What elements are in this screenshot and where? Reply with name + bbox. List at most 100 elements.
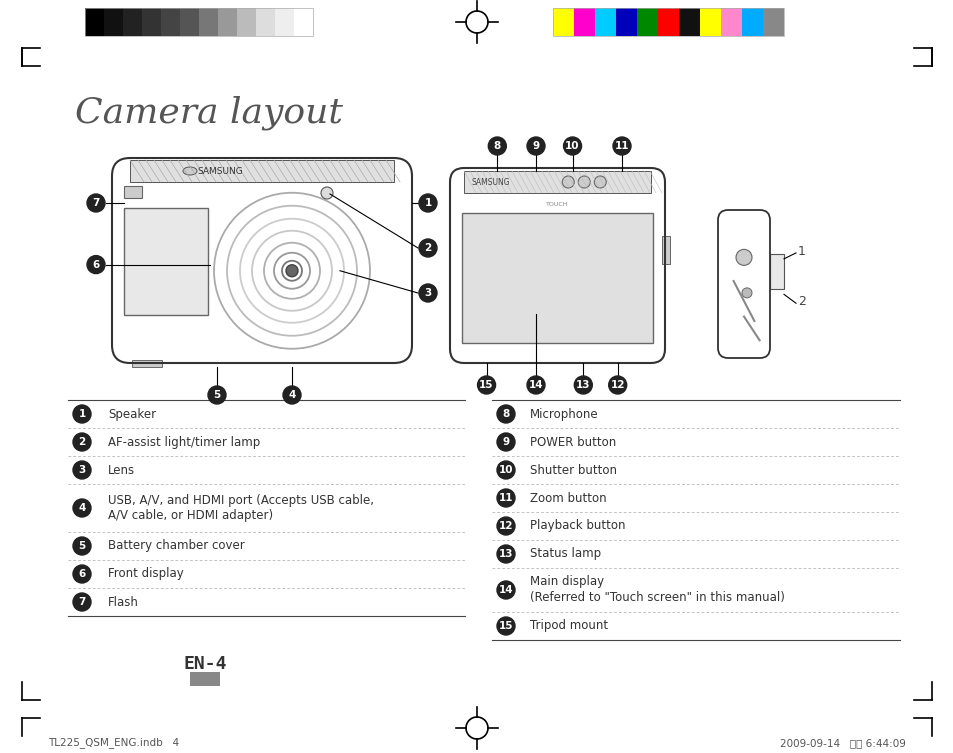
Bar (616, 8, 637, 36)
Text: 7: 7 (78, 597, 86, 607)
Text: SAMSUNG: SAMSUNG (196, 166, 242, 175)
Text: 8: 8 (493, 141, 500, 151)
Text: 6: 6 (92, 260, 99, 270)
Text: 3: 3 (424, 288, 431, 298)
Text: 8: 8 (502, 409, 509, 419)
Circle shape (497, 405, 515, 423)
Circle shape (488, 137, 506, 155)
Text: 1: 1 (424, 198, 431, 208)
Text: 12: 12 (610, 380, 624, 390)
Circle shape (73, 433, 91, 451)
Circle shape (526, 376, 544, 394)
Circle shape (526, 137, 544, 155)
Circle shape (608, 376, 626, 394)
Text: 13: 13 (576, 380, 590, 390)
Bar (553, 8, 783, 36)
Circle shape (418, 239, 436, 257)
Bar (104, 8, 123, 36)
Text: 11: 11 (498, 493, 513, 503)
Bar (720, 8, 741, 36)
Text: USB, A/V, and HDMI port (Accepts USB cable,
A/V cable, or HDMI adapter): USB, A/V, and HDMI port (Accepts USB cab… (108, 493, 374, 523)
Text: 6: 6 (78, 569, 86, 579)
Circle shape (497, 545, 515, 563)
Bar (123, 8, 142, 36)
Text: 9: 9 (532, 141, 539, 151)
Circle shape (735, 249, 751, 265)
Bar (130, 160, 394, 182)
Circle shape (563, 137, 581, 155)
Text: 15: 15 (478, 380, 494, 390)
Bar (236, 8, 255, 36)
Circle shape (497, 489, 515, 507)
Circle shape (208, 386, 226, 404)
Bar (218, 8, 236, 36)
Bar (769, 255, 783, 289)
Circle shape (477, 376, 495, 394)
Bar (85, 8, 104, 36)
Text: Shutter button: Shutter button (530, 464, 617, 477)
Text: Front display: Front display (108, 568, 184, 581)
Bar (161, 8, 180, 36)
Bar (274, 8, 294, 36)
Circle shape (418, 194, 436, 212)
Text: Playback button: Playback button (530, 520, 625, 532)
Text: Zoom button: Zoom button (530, 492, 606, 505)
Text: 7: 7 (92, 198, 99, 208)
Circle shape (497, 433, 515, 451)
Text: Main display
(Referred to "Touch screen" in this manual): Main display (Referred to "Touch screen"… (530, 575, 784, 605)
Bar (762, 8, 783, 36)
Circle shape (87, 255, 105, 273)
Text: POWER button: POWER button (530, 435, 616, 449)
Circle shape (73, 537, 91, 555)
Text: 9: 9 (502, 437, 509, 447)
Text: 15: 15 (498, 621, 513, 631)
Text: 5: 5 (78, 541, 86, 551)
Text: Tripod mount: Tripod mount (530, 620, 607, 633)
Circle shape (283, 386, 301, 404)
Bar (595, 8, 616, 36)
Text: 14: 14 (498, 585, 513, 595)
Text: 11: 11 (614, 141, 629, 151)
Bar (85, 8, 313, 36)
Circle shape (320, 187, 333, 199)
Text: 14: 14 (528, 380, 543, 390)
Circle shape (574, 376, 592, 394)
Circle shape (561, 176, 574, 188)
Circle shape (418, 284, 436, 302)
Circle shape (578, 176, 590, 188)
Bar (463, 171, 650, 193)
Text: 2: 2 (78, 437, 86, 447)
Text: 13: 13 (498, 549, 513, 559)
Bar (255, 8, 274, 36)
Text: Camera layout: Camera layout (75, 95, 342, 130)
Text: 2009-09-14   오후 6:44:09: 2009-09-14 오후 6:44:09 (780, 738, 905, 748)
Circle shape (286, 265, 297, 277)
Text: SAMSUNG: SAMSUNG (472, 178, 510, 187)
Bar (553, 8, 574, 36)
Circle shape (594, 176, 605, 188)
Circle shape (73, 461, 91, 479)
Bar (132, 360, 162, 367)
Bar (574, 8, 595, 36)
Bar (124, 208, 208, 315)
Text: Microphone: Microphone (530, 407, 598, 420)
Text: AF-assist light/timer lamp: AF-assist light/timer lamp (108, 435, 260, 449)
Circle shape (87, 194, 105, 212)
Bar (741, 8, 762, 36)
Text: TL225_QSM_ENG.indb   4: TL225_QSM_ENG.indb 4 (48, 737, 179, 748)
Circle shape (73, 593, 91, 611)
Text: 1: 1 (78, 409, 86, 419)
Circle shape (613, 137, 630, 155)
Ellipse shape (183, 167, 196, 175)
Bar (142, 8, 161, 36)
Text: TOUCH: TOUCH (546, 202, 568, 206)
Circle shape (73, 405, 91, 423)
Circle shape (497, 581, 515, 599)
Bar (180, 8, 199, 36)
Circle shape (73, 499, 91, 517)
Text: 4: 4 (288, 390, 295, 400)
Text: Speaker: Speaker (108, 407, 156, 420)
Text: 4: 4 (78, 503, 86, 513)
Circle shape (741, 288, 751, 298)
Circle shape (497, 617, 515, 635)
